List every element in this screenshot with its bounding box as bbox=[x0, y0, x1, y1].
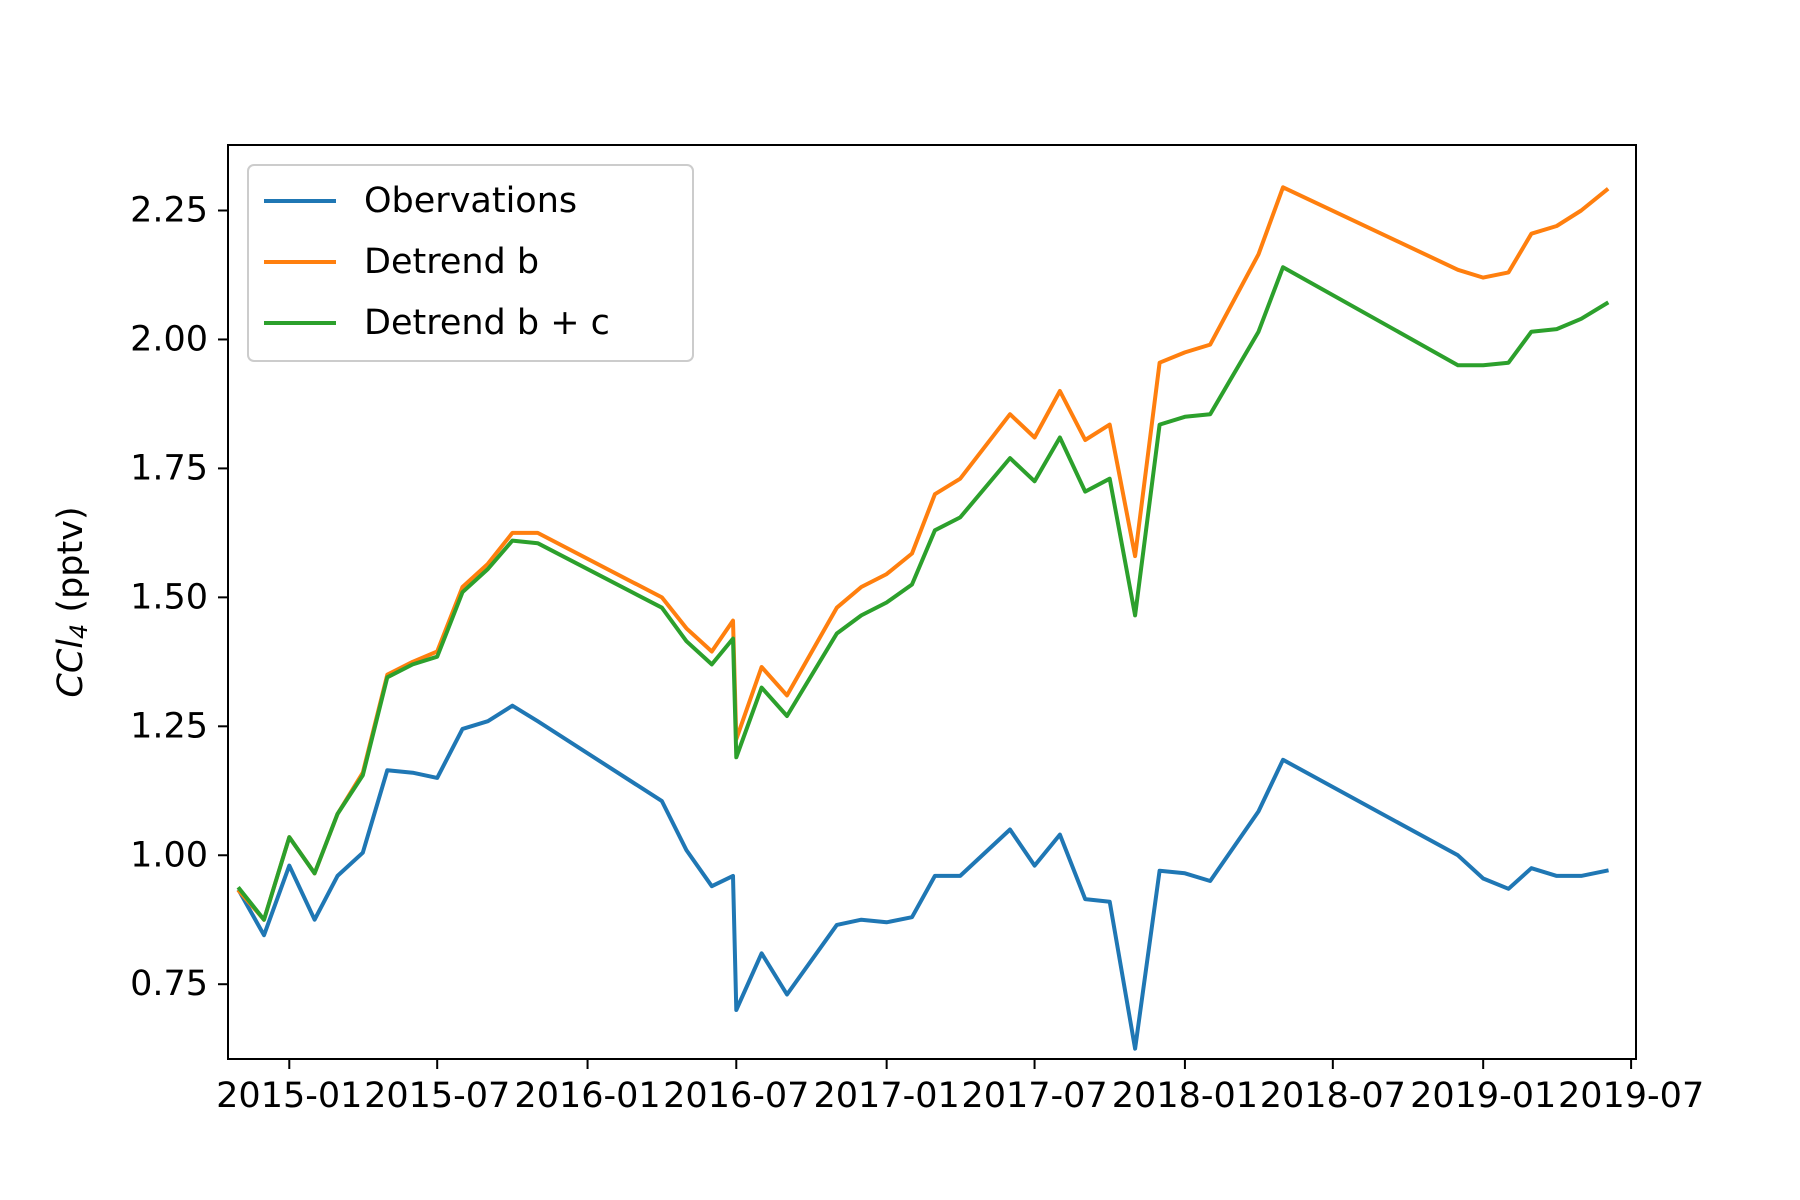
x-tick-label: 2015-01 bbox=[216, 1076, 362, 1116]
legend-label: Detrend b + c bbox=[364, 303, 610, 343]
y-axis: 0.75 1.00 1.25 1.50 1.75 2.00 2.25 bbox=[130, 191, 228, 1004]
y-tick-label: 1.50 bbox=[130, 577, 208, 617]
x-axis: 2015-01 2015-07 2016-01 2016-07 2017-01 2017-… bbox=[216, 1059, 1704, 1116]
y-axis-title-suffix: (pptv) bbox=[51, 506, 91, 623]
legend-box bbox=[247, 164, 694, 362]
x-tick-label: 2016-01 bbox=[514, 1076, 660, 1116]
y-tick-label: 2.00 bbox=[130, 319, 208, 359]
y-tick-label: 2.25 bbox=[130, 191, 208, 231]
legend: Obervations Detrend b Detrend b + c bbox=[247, 164, 694, 362]
x-tick-label: 2018-01 bbox=[1112, 1076, 1258, 1116]
legend-label: Detrend b bbox=[364, 242, 539, 282]
x-tick-label: 2017-07 bbox=[961, 1076, 1107, 1116]
x-tick-label: 2017-01 bbox=[814, 1076, 960, 1116]
y-tick-label: 0.75 bbox=[130, 964, 208, 1004]
x-tick-label: 2019-01 bbox=[1410, 1076, 1556, 1116]
y-axis-title-prefix: CCl bbox=[51, 639, 91, 698]
y-tick-label: 1.75 bbox=[130, 448, 208, 488]
series-line-2 bbox=[236, 185, 1610, 922]
legend-label: Obervations bbox=[364, 181, 577, 221]
series-layer bbox=[236, 185, 1610, 1051]
y-tick-label: 1.00 bbox=[130, 835, 208, 875]
y-axis-title-subscript: 4 bbox=[65, 624, 93, 639]
x-tick-label: 2016-07 bbox=[663, 1076, 809, 1116]
x-tick-label: 2015-07 bbox=[364, 1076, 510, 1116]
plot-frame bbox=[227, 144, 1637, 1060]
series-line-1 bbox=[236, 703, 1609, 1051]
y-axis-title: CCl4 (pptv) bbox=[51, 506, 93, 697]
series-line-3 bbox=[236, 265, 1610, 922]
x-tick-label: 2018-07 bbox=[1260, 1076, 1406, 1116]
x-tick-label: 2019-07 bbox=[1558, 1076, 1704, 1116]
y-tick-label: 1.25 bbox=[130, 706, 208, 746]
